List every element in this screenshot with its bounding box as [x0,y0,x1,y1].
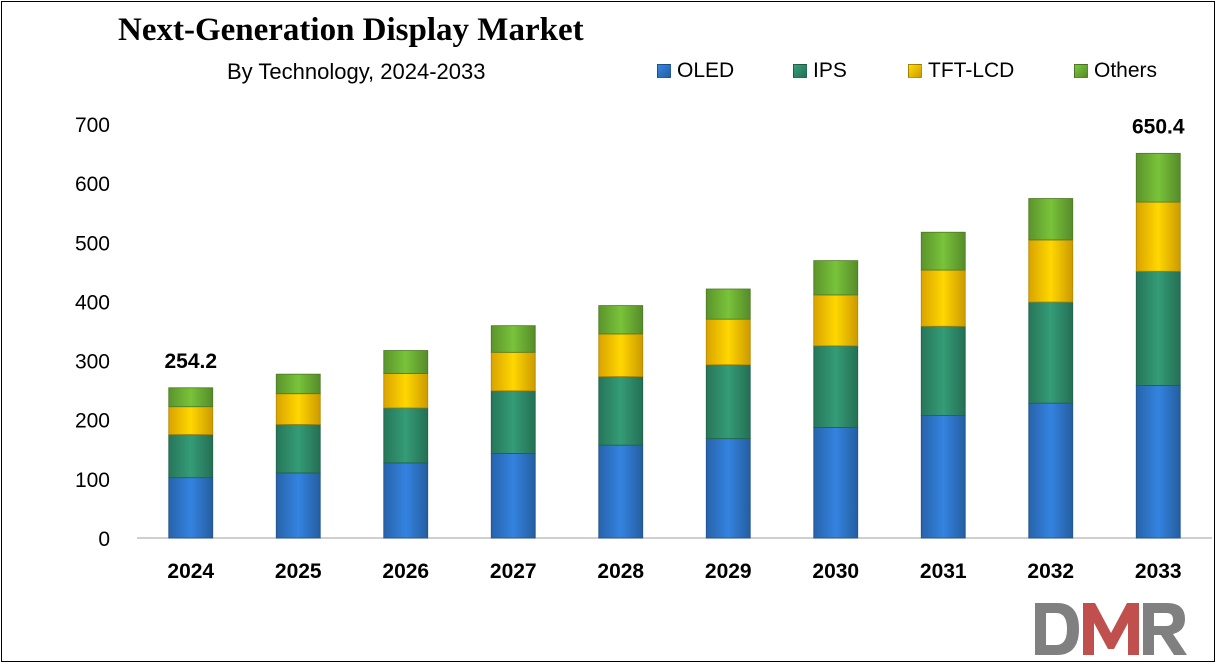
x-tick-label: 2032 [1027,560,1074,583]
bar-ips-2024 [168,434,214,479]
x-tick-label: 2025 [275,560,322,583]
bar-tft-lcd-2033 [1135,201,1181,272]
bar-tft-lcd-2026 [383,373,429,409]
y-tick-label: 700 [75,114,110,137]
y-tick-label: 100 [75,469,110,492]
bar-others-2027 [490,325,536,353]
logo-letter-d [1035,603,1079,655]
bar-others-2024 [168,387,214,408]
x-tick-label: 2029 [705,560,752,583]
bar-ips-2026 [383,407,429,464]
bar-tft-lcd-2027 [490,351,536,392]
bar-others-2026 [383,350,429,374]
bar-ips-2027 [490,390,536,454]
bar-tft-lcd-2032 [1028,239,1074,303]
bar-tft-lcd-2024 [168,406,214,435]
bar-others-2033 [1135,152,1181,203]
bar-oled-2029 [705,438,751,539]
bar-tft-lcd-2031 [920,269,966,327]
bar-ips-2028 [598,376,644,446]
bar-ips-2029 [705,364,751,440]
bar-oled-2025 [275,472,321,539]
bar-ips-2030 [813,345,859,428]
chart-subtitle: By Technology, 2024-2033 [227,59,486,84]
bar-oled-2024 [168,477,214,539]
x-tick-label: 2028 [597,560,644,583]
bar-ips-2031 [920,325,966,416]
bar-tft-lcd-2030 [813,294,859,347]
logo-letter-r [1143,603,1187,655]
bar-others-2028 [598,305,644,335]
x-tick-label: 2027 [490,560,537,583]
y-tick-label: 600 [75,173,110,196]
bar-oled-2033 [1135,385,1181,539]
bar-oled-2028 [598,444,644,539]
bar-others-2030 [813,260,859,296]
bar-oled-2032 [1028,402,1074,539]
chart-title: Next-Generation Display Market [118,12,584,48]
y-tick-label: 400 [75,291,110,314]
x-tick-label: 2033 [1135,560,1182,583]
total-label-2033: 650.4 [1132,115,1185,138]
bar-others-2032 [1028,198,1074,241]
bar-tft-lcd-2029 [705,318,751,366]
bar-ips-2025 [275,424,321,474]
bar-others-2031 [920,231,966,271]
y-tick-label: 0 [98,528,110,551]
bar-oled-2026 [383,462,429,539]
bar-tft-lcd-2025 [275,393,321,425]
x-tick-label: 2024 [167,560,214,583]
bar-tft-lcd-2028 [598,333,644,377]
bar-ips-2032 [1028,301,1074,404]
bar-oled-2031 [920,415,966,539]
bar-ips-2033 [1135,270,1181,386]
bar-oled-2030 [813,427,859,539]
x-tick-label: 2026 [382,560,429,583]
total-label-2024: 254.2 [164,350,217,373]
bar-others-2029 [705,288,751,320]
logo-letter-m [1083,603,1139,655]
x-tick-label: 2031 [920,560,967,583]
y-tick-label: 200 [75,410,110,433]
dmr-logo [1035,603,1187,655]
bar-others-2025 [275,373,321,395]
y-tick-label: 500 [75,232,110,255]
y-tick-label: 300 [75,351,110,374]
x-tick-label: 2030 [812,560,859,583]
bar-oled-2027 [490,453,536,539]
